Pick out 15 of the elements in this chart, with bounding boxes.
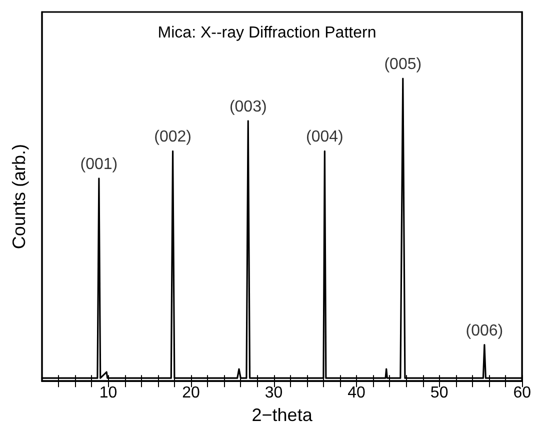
- annotation: (002): [154, 128, 192, 146]
- x-tick-label: 30: [264, 384, 283, 402]
- annotation: (004): [306, 128, 344, 146]
- x-tick-label: 40: [348, 384, 366, 402]
- y-axis-title: Counts (arb.): [9, 144, 29, 250]
- x-axis-title: 2−theta: [252, 405, 314, 425]
- x-tick-label: 50: [430, 384, 448, 402]
- x-tick-label: 60: [513, 384, 532, 402]
- x-tick-label: 20: [182, 384, 200, 402]
- annotation: (006): [466, 322, 504, 340]
- chart-title: Mica: X--ray Diffraction Pattern: [158, 24, 376, 42]
- annotation: (005): [384, 56, 422, 74]
- annotation: (003): [229, 98, 267, 116]
- annotation: (001): [80, 156, 118, 173]
- x-tick-label: 10: [99, 384, 118, 402]
